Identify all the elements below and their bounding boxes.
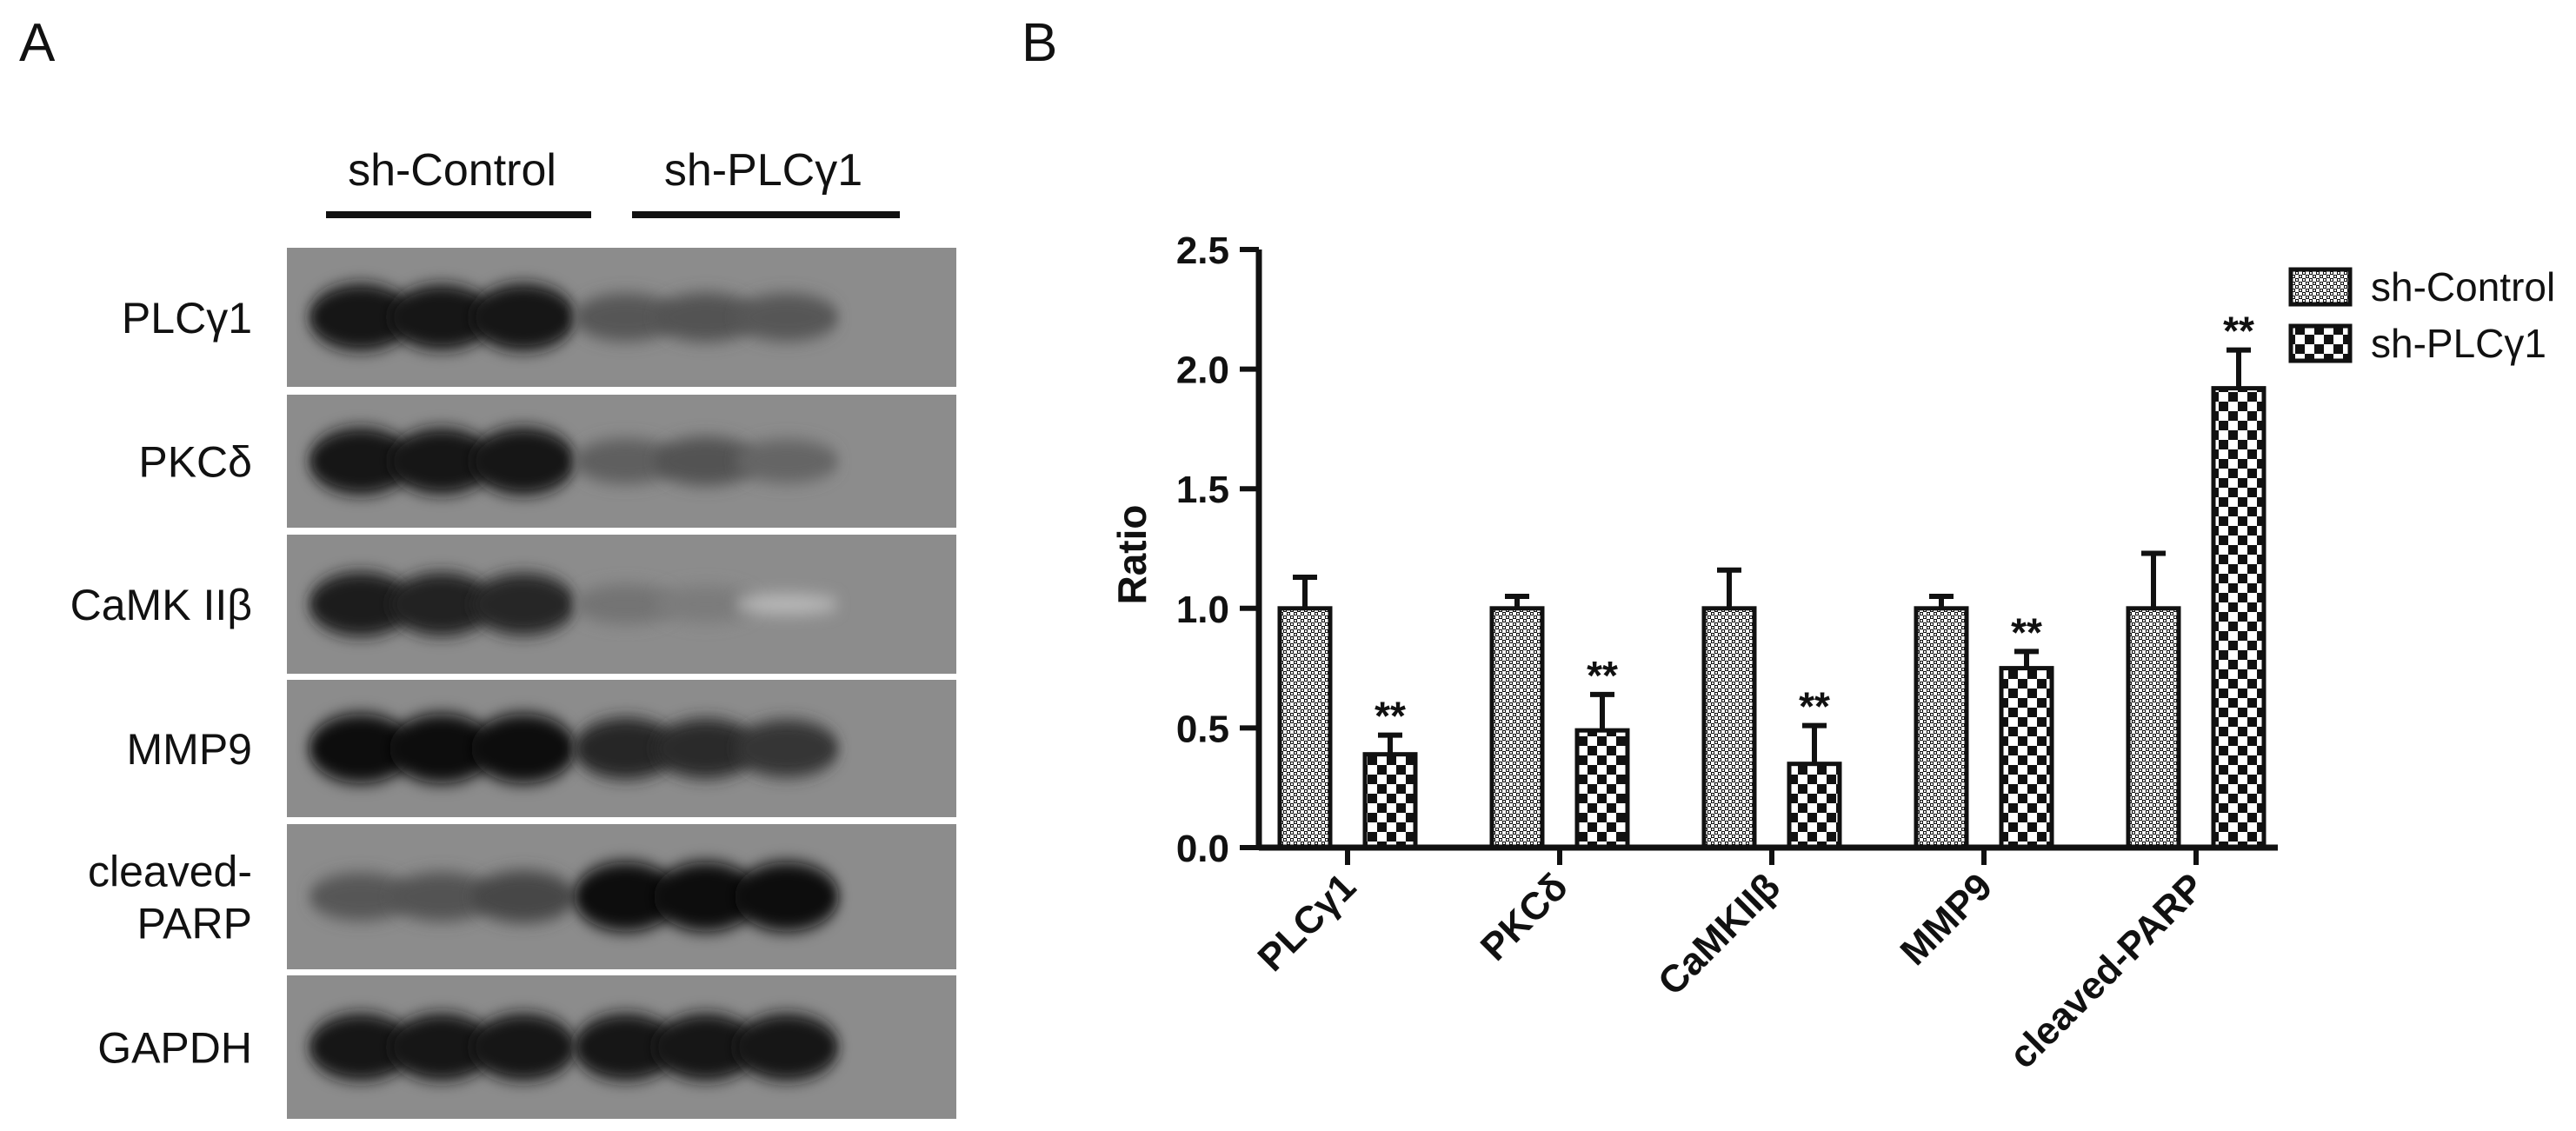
blot-band xyxy=(654,1014,758,1081)
y-tick-label: 1.0 xyxy=(1176,589,1229,631)
blot-band xyxy=(735,594,839,615)
blot-band xyxy=(389,428,494,495)
x-tick-label: PKCδ xyxy=(1473,865,1576,968)
blot-row-label: GAPDH xyxy=(97,1024,252,1073)
blot-band xyxy=(309,1014,413,1081)
blot-band xyxy=(389,572,494,636)
bar xyxy=(1701,606,1757,850)
blot-row-label: cleaved- xyxy=(88,848,252,896)
bar xyxy=(1914,606,1969,850)
blot-band xyxy=(471,283,576,351)
y-tick-label: 0.5 xyxy=(1176,708,1229,750)
blot-band xyxy=(735,719,839,778)
blot-band xyxy=(654,585,758,623)
blot-band xyxy=(574,1014,678,1081)
blot-band xyxy=(574,438,678,484)
blot-row: PLCγ1 xyxy=(122,248,956,387)
significance-marker: ** xyxy=(1799,684,1830,729)
blot-row-label: PARP xyxy=(137,900,252,948)
blot-row-label: PLCγ1 xyxy=(122,294,252,343)
blot-band xyxy=(574,584,678,624)
bar xyxy=(1787,762,1842,850)
blot-band xyxy=(654,292,758,343)
blot-row: MMP9 xyxy=(127,680,956,817)
blot-band xyxy=(309,572,413,636)
bar xyxy=(1362,752,1418,850)
bar xyxy=(2211,386,2266,850)
y-axis-label: Ratio xyxy=(1109,505,1155,605)
legend-swatch xyxy=(2288,323,2353,363)
blot-band xyxy=(735,293,839,342)
blot-band xyxy=(389,872,494,921)
panel-a-label: A xyxy=(19,13,56,73)
x-tick-label: MMP9 xyxy=(1893,865,2001,974)
blot-row: PKCδ xyxy=(138,395,956,528)
y-tick-label: 2.0 xyxy=(1176,349,1229,392)
legend-swatch xyxy=(2288,267,2353,307)
blot-row-label: PKCδ xyxy=(138,438,252,487)
blot-band xyxy=(309,428,413,495)
bar xyxy=(2126,606,2181,850)
y-tick-label: 0.0 xyxy=(1176,828,1229,870)
panel-b-label: B xyxy=(1022,13,1057,73)
blot-row: CaMK IIβ xyxy=(70,535,956,674)
x-tick-label: CaMKIIβ xyxy=(1650,865,1788,1003)
legend-label: sh-Control xyxy=(2371,264,2555,309)
bar xyxy=(1999,666,2054,850)
blot-group-label: sh-Control xyxy=(348,145,556,196)
blot-band xyxy=(735,439,839,483)
legend: sh-Control sh-PLCγ1 xyxy=(2288,264,2555,366)
x-axis: PLCγ1 PKCδ CaMKIIβ MMP9 cleaved-PARP xyxy=(1250,844,2278,1077)
x-tick-label: PLCγ1 xyxy=(1250,865,1364,979)
blot-band xyxy=(389,1014,494,1081)
significance-marker: ** xyxy=(2011,609,2042,655)
western-blot: sh-Control sh-PLCγ1 PLCγ1 PKCδ CaMK IIβ MMP… xyxy=(70,145,956,1119)
blot-band xyxy=(471,573,576,635)
blot-band xyxy=(389,284,494,350)
blot-band xyxy=(654,436,758,486)
blot-band xyxy=(735,862,839,932)
y-tick-label: 2.5 xyxy=(1176,230,1229,272)
blot-band xyxy=(574,862,678,932)
blot-band xyxy=(309,714,413,783)
blot-band xyxy=(471,427,576,496)
bar xyxy=(1574,728,1630,850)
blot-band xyxy=(735,1014,839,1081)
blot-row-label: MMP9 xyxy=(127,725,252,774)
blot-row: cleaved-PARP xyxy=(88,824,956,969)
blot-band xyxy=(471,714,576,783)
blot-row: GAPDH xyxy=(97,975,956,1119)
significance-marker: ** xyxy=(2223,309,2254,354)
bar xyxy=(1489,606,1545,850)
blot-band xyxy=(574,717,678,780)
blot-group-label: sh-PLCγ1 xyxy=(664,145,862,196)
blot-band xyxy=(574,293,678,342)
significance-marker: ** xyxy=(1375,694,1406,739)
bar-chart: 0.0 0.5 1.0 1.5 2.0 2.5 Ratio ** ** ** ** ** PLCγ… xyxy=(1109,230,2555,1077)
blot-row-label: CaMK IIβ xyxy=(70,581,252,629)
blot-band xyxy=(471,870,576,923)
y-tick-label: 1.5 xyxy=(1176,469,1229,511)
blot-band xyxy=(654,862,758,932)
x-tick-label: cleaved-PARP xyxy=(2001,865,2213,1076)
blot-band xyxy=(389,714,494,783)
y-axis: 0.0 0.5 1.0 1.5 2.0 2.5 xyxy=(1176,230,1262,870)
blot-band xyxy=(654,718,758,779)
bars: ** ** ** ** ** xyxy=(1277,309,2266,850)
bar xyxy=(1277,606,1333,850)
blot-band xyxy=(471,1014,576,1081)
blot-band xyxy=(309,283,413,351)
significance-marker: ** xyxy=(1587,653,1618,698)
legend-label: sh-PLCγ1 xyxy=(2371,321,2546,366)
blot-band xyxy=(309,872,413,921)
